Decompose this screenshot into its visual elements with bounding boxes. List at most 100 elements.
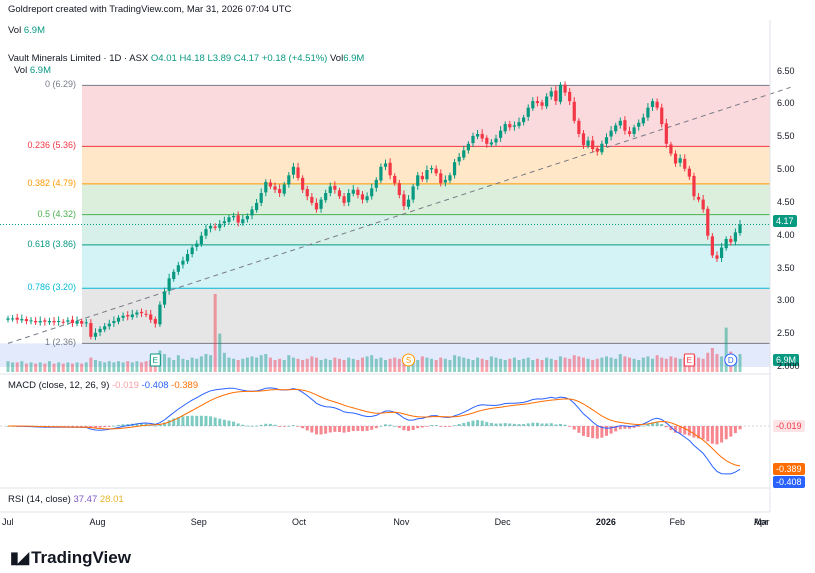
candle bbox=[374, 177, 378, 192]
volume-bar bbox=[328, 360, 332, 372]
macd-hist-bar bbox=[554, 424, 558, 426]
candle-body bbox=[162, 291, 167, 305]
volume-bar bbox=[397, 358, 401, 372]
candle-body bbox=[411, 186, 415, 200]
macd-hist-bar bbox=[121, 424, 125, 426]
volume-bar bbox=[15, 362, 19, 372]
volume-bar bbox=[245, 357, 249, 372]
macd-hist-bar bbox=[729, 426, 733, 437]
fib-band bbox=[82, 244, 770, 289]
candle bbox=[291, 162, 296, 179]
macd-hist-bar bbox=[485, 421, 489, 426]
volume-bar bbox=[190, 357, 194, 372]
high-value: H4.18 bbox=[179, 53, 205, 64]
time-tick: Dec bbox=[494, 517, 511, 527]
candle bbox=[167, 273, 171, 295]
candle-body bbox=[6, 318, 10, 320]
macd-hist-bar bbox=[236, 423, 240, 426]
volume-bar bbox=[503, 360, 507, 372]
macd-hist-bar bbox=[623, 426, 627, 429]
candle bbox=[397, 179, 401, 199]
volume-bar bbox=[186, 360, 190, 372]
volume-bar bbox=[448, 360, 452, 372]
candles bbox=[6, 81, 742, 341]
event-marker-label: S bbox=[406, 356, 411, 365]
macd-hist-bar bbox=[158, 424, 162, 426]
candle-body bbox=[586, 140, 590, 146]
volume-bar bbox=[365, 356, 369, 372]
symbol-name[interactable]: Vault Minerals Limited · 1D · ASX bbox=[8, 53, 149, 64]
volume-bar bbox=[291, 357, 295, 372]
macd-title[interactable]: MACD (close, 12, 26, 9) bbox=[8, 380, 110, 391]
volume-bar bbox=[485, 360, 489, 372]
macd-hist-bar bbox=[416, 426, 420, 429]
macd-hist-bar bbox=[581, 426, 585, 436]
macd-hist-bar bbox=[397, 426, 401, 428]
event-marker: S bbox=[402, 353, 416, 367]
candle bbox=[512, 121, 517, 131]
volume-bar bbox=[614, 358, 618, 372]
volume-bar bbox=[738, 354, 742, 372]
macd-hist-bar bbox=[508, 423, 512, 426]
candle-body bbox=[406, 199, 411, 207]
candle bbox=[89, 319, 93, 340]
macd-hist-bar bbox=[107, 426, 111, 427]
candle-body bbox=[457, 156, 461, 162]
volume-bar bbox=[379, 357, 383, 372]
macd-hist-bar bbox=[57, 426, 61, 427]
candle bbox=[475, 129, 480, 140]
candle bbox=[443, 175, 447, 187]
candle-body bbox=[646, 107, 650, 118]
volume-bar bbox=[52, 363, 56, 372]
candle-body bbox=[673, 153, 678, 164]
candle bbox=[93, 328, 98, 341]
macd-hist-bar bbox=[351, 426, 355, 432]
macd-hist-bar bbox=[186, 415, 190, 426]
macd-hist-bar bbox=[250, 425, 254, 427]
macd-hist-value: -0.019 bbox=[112, 380, 139, 391]
candle bbox=[278, 184, 282, 197]
volume-bar bbox=[508, 358, 512, 372]
time-tick: Jul bbox=[2, 517, 14, 527]
candle bbox=[517, 117, 521, 129]
macd-hist-bar bbox=[93, 426, 97, 428]
candle bbox=[623, 116, 627, 135]
candle-body bbox=[669, 144, 673, 154]
fib-band bbox=[82, 183, 770, 215]
candle bbox=[282, 181, 286, 197]
candle-body bbox=[733, 232, 737, 242]
rsi-title[interactable]: RSI (14, close) bbox=[8, 494, 71, 505]
candle bbox=[231, 212, 236, 221]
candle-body bbox=[139, 311, 144, 314]
candle bbox=[250, 206, 254, 220]
macd-hist-bar bbox=[609, 426, 613, 434]
volume-bar bbox=[393, 357, 397, 372]
volume-bar bbox=[103, 362, 107, 372]
candle-body bbox=[337, 190, 342, 197]
time-tick: Aug bbox=[89, 517, 106, 527]
candle-body bbox=[379, 166, 383, 181]
tradingview-logo[interactable]: ▮◢ TradingView bbox=[10, 548, 131, 568]
volume-bar bbox=[604, 356, 608, 372]
last-price-tag: 4.17 bbox=[773, 215, 797, 227]
macd-hist-bar bbox=[549, 423, 553, 426]
close-value: C4.17 bbox=[233, 53, 260, 64]
candle-body bbox=[710, 236, 714, 256]
candle bbox=[379, 163, 383, 184]
macd-hist-bar bbox=[604, 426, 608, 436]
candle-body bbox=[195, 243, 199, 247]
candle bbox=[457, 152, 461, 166]
macd-hist-bar bbox=[494, 423, 498, 426]
volume-bar bbox=[664, 358, 668, 372]
macd-hist-bar bbox=[255, 425, 259, 427]
volume-bar bbox=[678, 358, 682, 372]
candle bbox=[627, 126, 632, 137]
candle-body bbox=[144, 313, 148, 315]
volume-bar bbox=[227, 357, 231, 372]
candle-body bbox=[38, 321, 42, 323]
volume-bar bbox=[20, 361, 24, 372]
volume-bar bbox=[660, 357, 664, 372]
macd-hist-bar bbox=[98, 426, 102, 428]
candle bbox=[185, 249, 190, 264]
macd-hist-bar bbox=[347, 426, 351, 432]
